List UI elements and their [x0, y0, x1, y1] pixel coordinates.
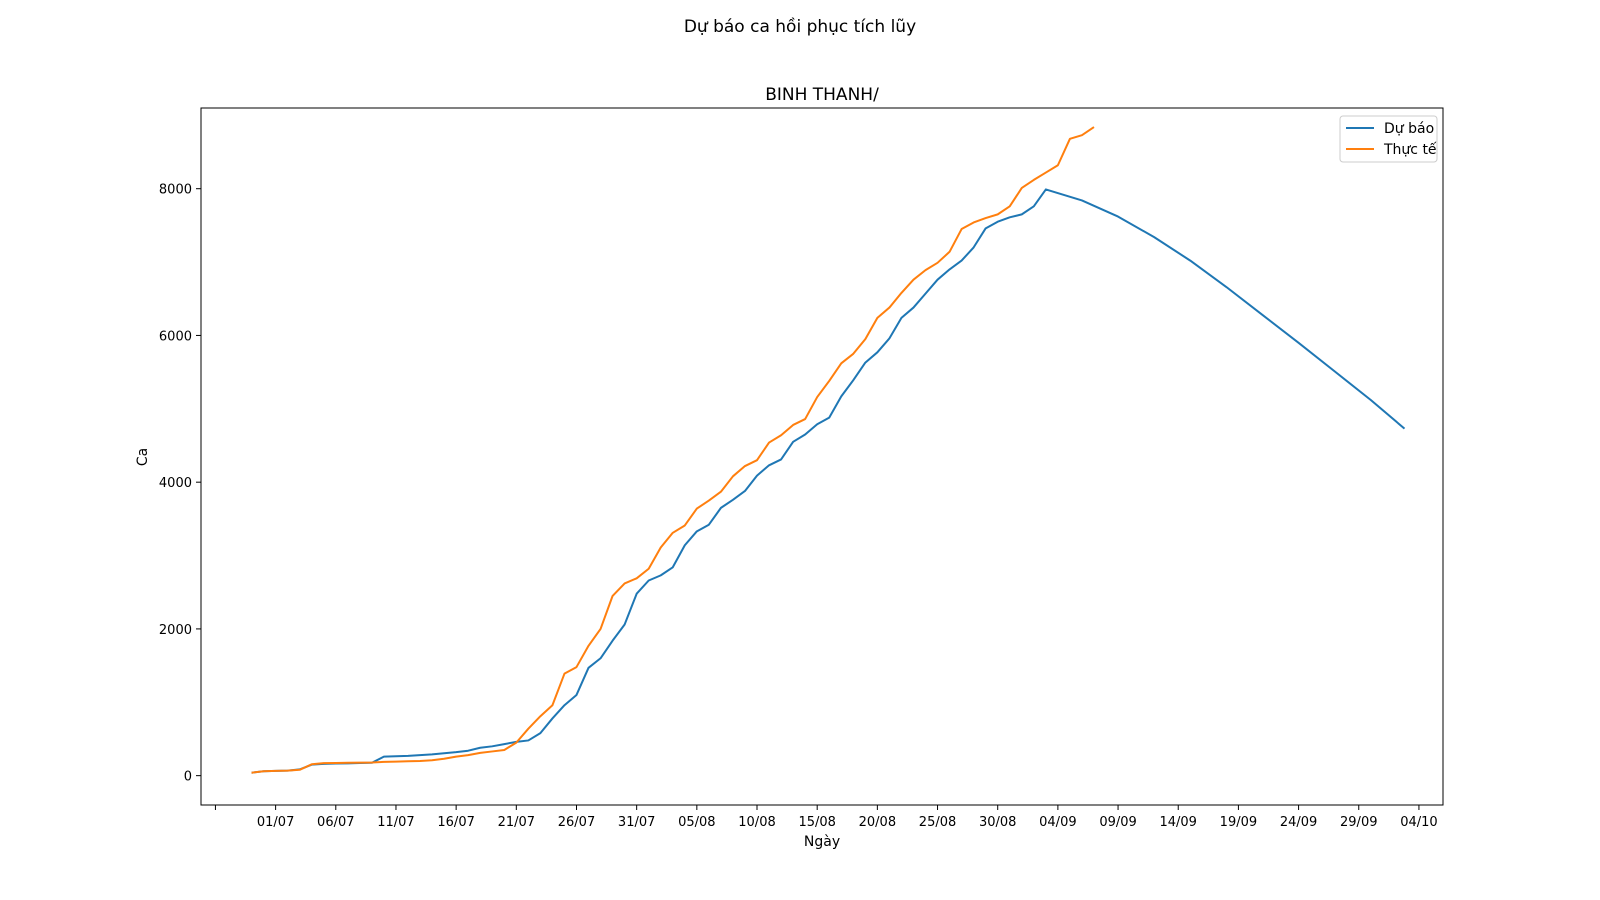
x-tick-label: 21/07 — [498, 815, 535, 830]
y-tick-label: 4000 — [159, 476, 192, 491]
series-layer — [251, 126, 1406, 774]
series-line-1 — [251, 126, 1095, 774]
y-axis-ticks: 0 2000 4000 6000 8000 — [159, 183, 201, 785]
axes-frame — [200, 107, 1444, 806]
x-tick-label: 20/08 — [859, 815, 896, 830]
series-line-0 — [251, 188, 1406, 774]
x-tick-label: 14/09 — [1159, 815, 1196, 830]
x-tick-label: 31/07 — [618, 815, 655, 830]
y-tick-label: 2000 — [159, 623, 192, 638]
x-axis-label: Ngày — [804, 834, 840, 850]
y-tick-label: 6000 — [159, 329, 192, 344]
x-tick-label: 24/09 — [1280, 815, 1317, 830]
x-tick-label: 04/09 — [1039, 815, 1076, 830]
x-tick-label: 30/08 — [979, 815, 1016, 830]
x-tick-label: 29/09 — [1340, 815, 1377, 830]
x-tick-label: 26/07 — [558, 815, 595, 830]
legend-label-0: Dự báo — [1384, 121, 1434, 137]
x-tick-label: 15/08 — [798, 815, 835, 830]
x-tick-label: 09/09 — [1099, 815, 1136, 830]
x-tick-label: 10/08 — [738, 815, 775, 830]
x-tick-label: 11/07 — [377, 815, 414, 830]
legend: Dự báo Thực tế — [1339, 115, 1438, 163]
x-tick-label: 05/08 — [678, 815, 715, 830]
x-tick-label: 16/07 — [437, 815, 474, 830]
y-axis-label: Ca — [135, 448, 151, 466]
y-tick-label: 8000 — [159, 183, 192, 198]
figure-suptitle: Dự báo ca hồi phục tích lũy — [684, 16, 916, 37]
x-tick-label: 04/10 — [1400, 815, 1437, 830]
x-tick-label: 19/09 — [1220, 815, 1257, 830]
legend-label-1: Thực tế — [1383, 141, 1437, 158]
x-tick-label: 01/07 — [257, 815, 294, 830]
axes-title: BINH THANH/ — [765, 85, 879, 105]
x-axis-ticks: 01/07 06/07 11/07 16/07 21/07 26/07 31/07 05/08… — [214, 805, 1438, 830]
x-tick-label: 25/08 — [919, 815, 956, 830]
x-tick-label: 06/07 — [317, 815, 354, 830]
y-tick-label: 0 — [184, 770, 192, 785]
